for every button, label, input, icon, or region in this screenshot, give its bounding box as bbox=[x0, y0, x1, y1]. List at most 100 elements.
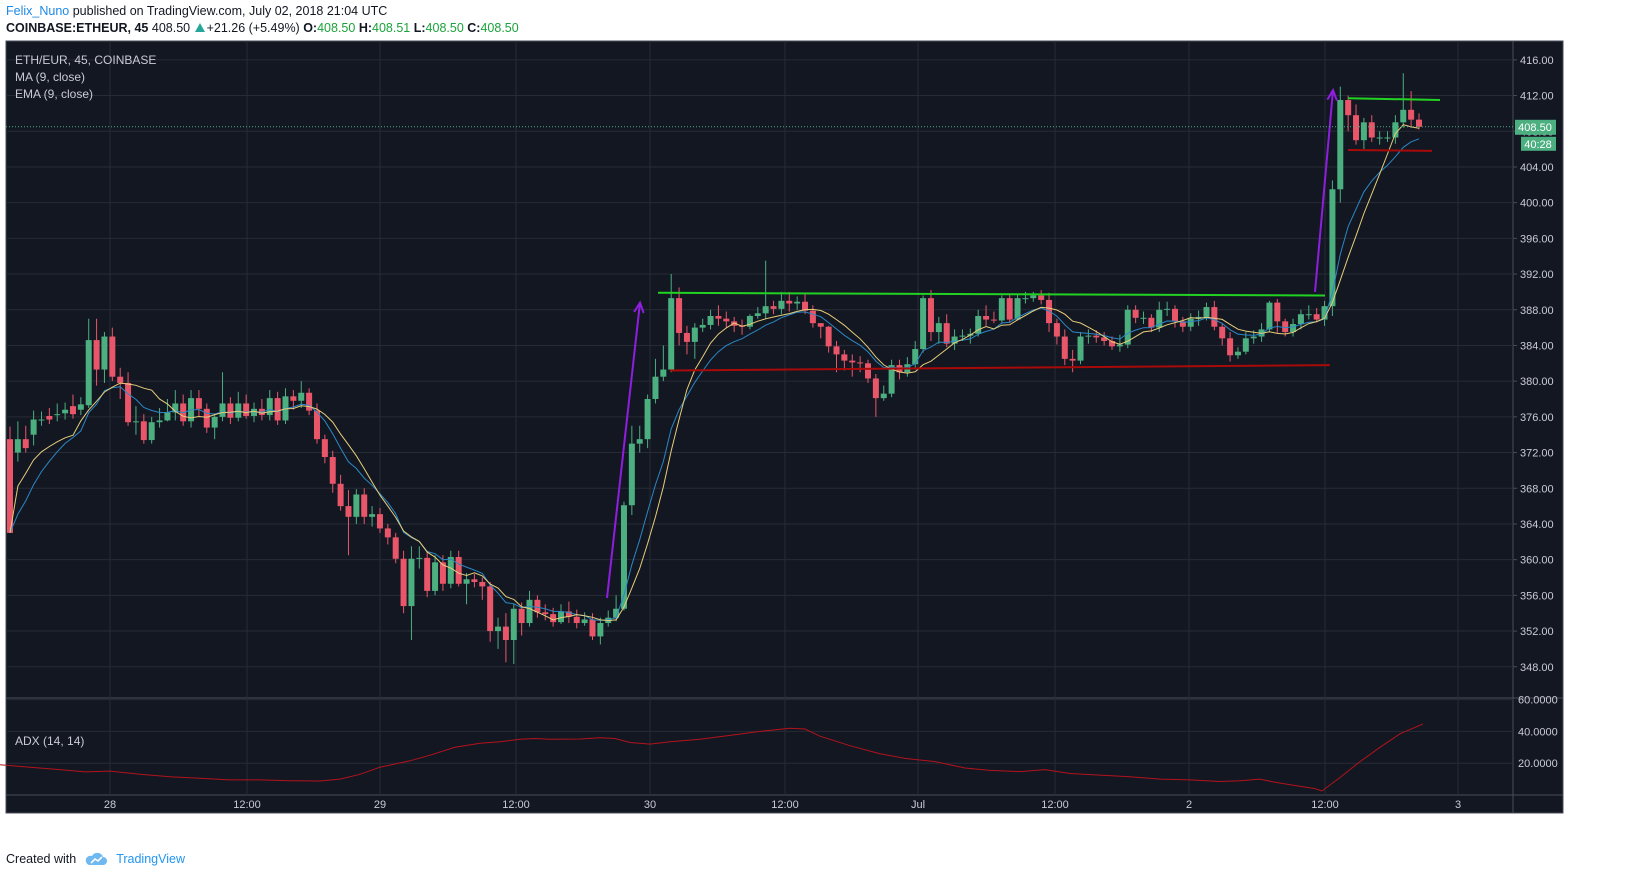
candle-up bbox=[880, 393, 887, 399]
candle-down bbox=[1132, 309, 1139, 318]
candle-up bbox=[597, 623, 604, 637]
candle-down bbox=[683, 332, 690, 342]
trendline-green bbox=[1347, 97, 1441, 102]
candle-down bbox=[1038, 295, 1045, 300]
candle-down bbox=[471, 579, 478, 582]
last-price: 408.50 bbox=[151, 21, 191, 35]
candle-down bbox=[117, 376, 124, 383]
candle-up bbox=[1376, 137, 1383, 139]
candle-up bbox=[1116, 344, 1123, 347]
candle-up bbox=[1297, 314, 1304, 325]
candle-down bbox=[1353, 115, 1360, 141]
price-tick-label: 412.00 bbox=[1520, 91, 1554, 103]
candle-up bbox=[668, 298, 675, 370]
candle-down bbox=[1219, 326, 1226, 339]
candle-down bbox=[345, 506, 352, 517]
candle-up bbox=[156, 420, 163, 423]
arrow-head bbox=[1326, 87, 1338, 101]
candle-down bbox=[864, 363, 871, 379]
arrow-line bbox=[606, 302, 641, 599]
candle-down bbox=[990, 319, 997, 321]
time-tick-label: 12:00 bbox=[233, 799, 261, 811]
candle-up bbox=[1400, 109, 1407, 123]
candle-down bbox=[195, 398, 202, 409]
trendline-green bbox=[657, 291, 1326, 297]
time-tick-label: 12:00 bbox=[1311, 799, 1339, 811]
time-tick-label: 2 bbox=[1186, 799, 1192, 811]
candle-up bbox=[975, 316, 982, 334]
candle-down bbox=[723, 318, 730, 322]
candle-up bbox=[613, 608, 620, 618]
candle-up bbox=[164, 412, 171, 421]
candle-down bbox=[943, 323, 950, 344]
time-tick-label: 12:00 bbox=[1041, 799, 1069, 811]
price-change: +21.26 (+5.49%) bbox=[206, 21, 300, 35]
time-tick-label: 29 bbox=[374, 799, 386, 811]
candle-up bbox=[101, 336, 108, 370]
publish-info: published on TradingView.com, July 02, 2… bbox=[72, 4, 388, 18]
price-tick-label: 348.00 bbox=[1520, 662, 1554, 674]
candle-up bbox=[38, 419, 45, 421]
candle-up bbox=[14, 439, 21, 453]
candle-up bbox=[581, 619, 588, 624]
candle-up bbox=[1085, 335, 1092, 337]
candle-up bbox=[148, 422, 155, 441]
candle-down bbox=[274, 398, 281, 421]
price-tick-label: 388.00 bbox=[1520, 305, 1554, 317]
candle-up bbox=[353, 494, 360, 517]
candle-up bbox=[920, 298, 927, 350]
candle-up bbox=[746, 316, 753, 327]
candle-down bbox=[676, 298, 683, 333]
candle-up bbox=[691, 327, 698, 342]
candle-down bbox=[833, 346, 840, 355]
candle-down bbox=[1416, 119, 1422, 127]
candle-up bbox=[1384, 137, 1391, 139]
candle-up bbox=[298, 392, 305, 401]
candle-up bbox=[1305, 314, 1312, 316]
candle-up bbox=[935, 323, 942, 333]
low-label: L: bbox=[413, 21, 426, 35]
candle-down bbox=[1171, 308, 1178, 322]
pair-legend: ETH/EUR, 45, COINBASE bbox=[15, 53, 157, 67]
countdown-label: 40:28 bbox=[1524, 139, 1552, 151]
adx-legend: ADX (14, 14) bbox=[15, 734, 85, 748]
candle-down bbox=[400, 558, 407, 607]
candle-up bbox=[1360, 122, 1367, 141]
candle-up bbox=[660, 369, 667, 377]
candle-down bbox=[290, 396, 297, 401]
candle-down bbox=[786, 300, 793, 304]
candle-up bbox=[447, 556, 454, 584]
candle-down bbox=[841, 354, 848, 361]
candle-up bbox=[219, 403, 226, 417]
ohlc-line: COINBASE:ETHEUR, 45 408.50 +21.26 (+5.49… bbox=[6, 20, 519, 37]
candle-down bbox=[1408, 109, 1415, 120]
candle-down bbox=[392, 537, 399, 559]
ma-legend: MA (9, close) bbox=[15, 70, 86, 84]
author-link[interactable]: Felix_Nuno bbox=[6, 4, 70, 18]
tradingview-link[interactable]: TradingView bbox=[116, 852, 185, 866]
candle-down bbox=[1053, 323, 1060, 337]
candle-up bbox=[644, 399, 651, 440]
candle-down bbox=[384, 528, 391, 538]
candle-down bbox=[872, 378, 879, 399]
candle-down bbox=[125, 382, 132, 423]
current-price-badge bbox=[1515, 119, 1556, 135]
close-value: 408.50 bbox=[480, 21, 519, 35]
candle-up bbox=[1337, 100, 1344, 190]
candle-up bbox=[707, 316, 714, 325]
high-label: H: bbox=[358, 21, 373, 35]
low-value: 408.50 bbox=[425, 21, 464, 35]
candle-up bbox=[1014, 298, 1021, 320]
created-with-text: Created with bbox=[6, 852, 77, 866]
candle-up bbox=[432, 562, 439, 591]
candle-up bbox=[1030, 295, 1037, 299]
candle-down bbox=[1101, 337, 1108, 341]
candle-up bbox=[1203, 307, 1210, 317]
candle-up bbox=[636, 439, 643, 444]
candle-down bbox=[1313, 314, 1320, 320]
price-tick-label: 416.00 bbox=[1520, 55, 1554, 67]
open-label: O: bbox=[303, 21, 318, 35]
candle-up bbox=[30, 419, 37, 435]
header: Felix_Nuno published on TradingView.com,… bbox=[6, 3, 519, 39]
